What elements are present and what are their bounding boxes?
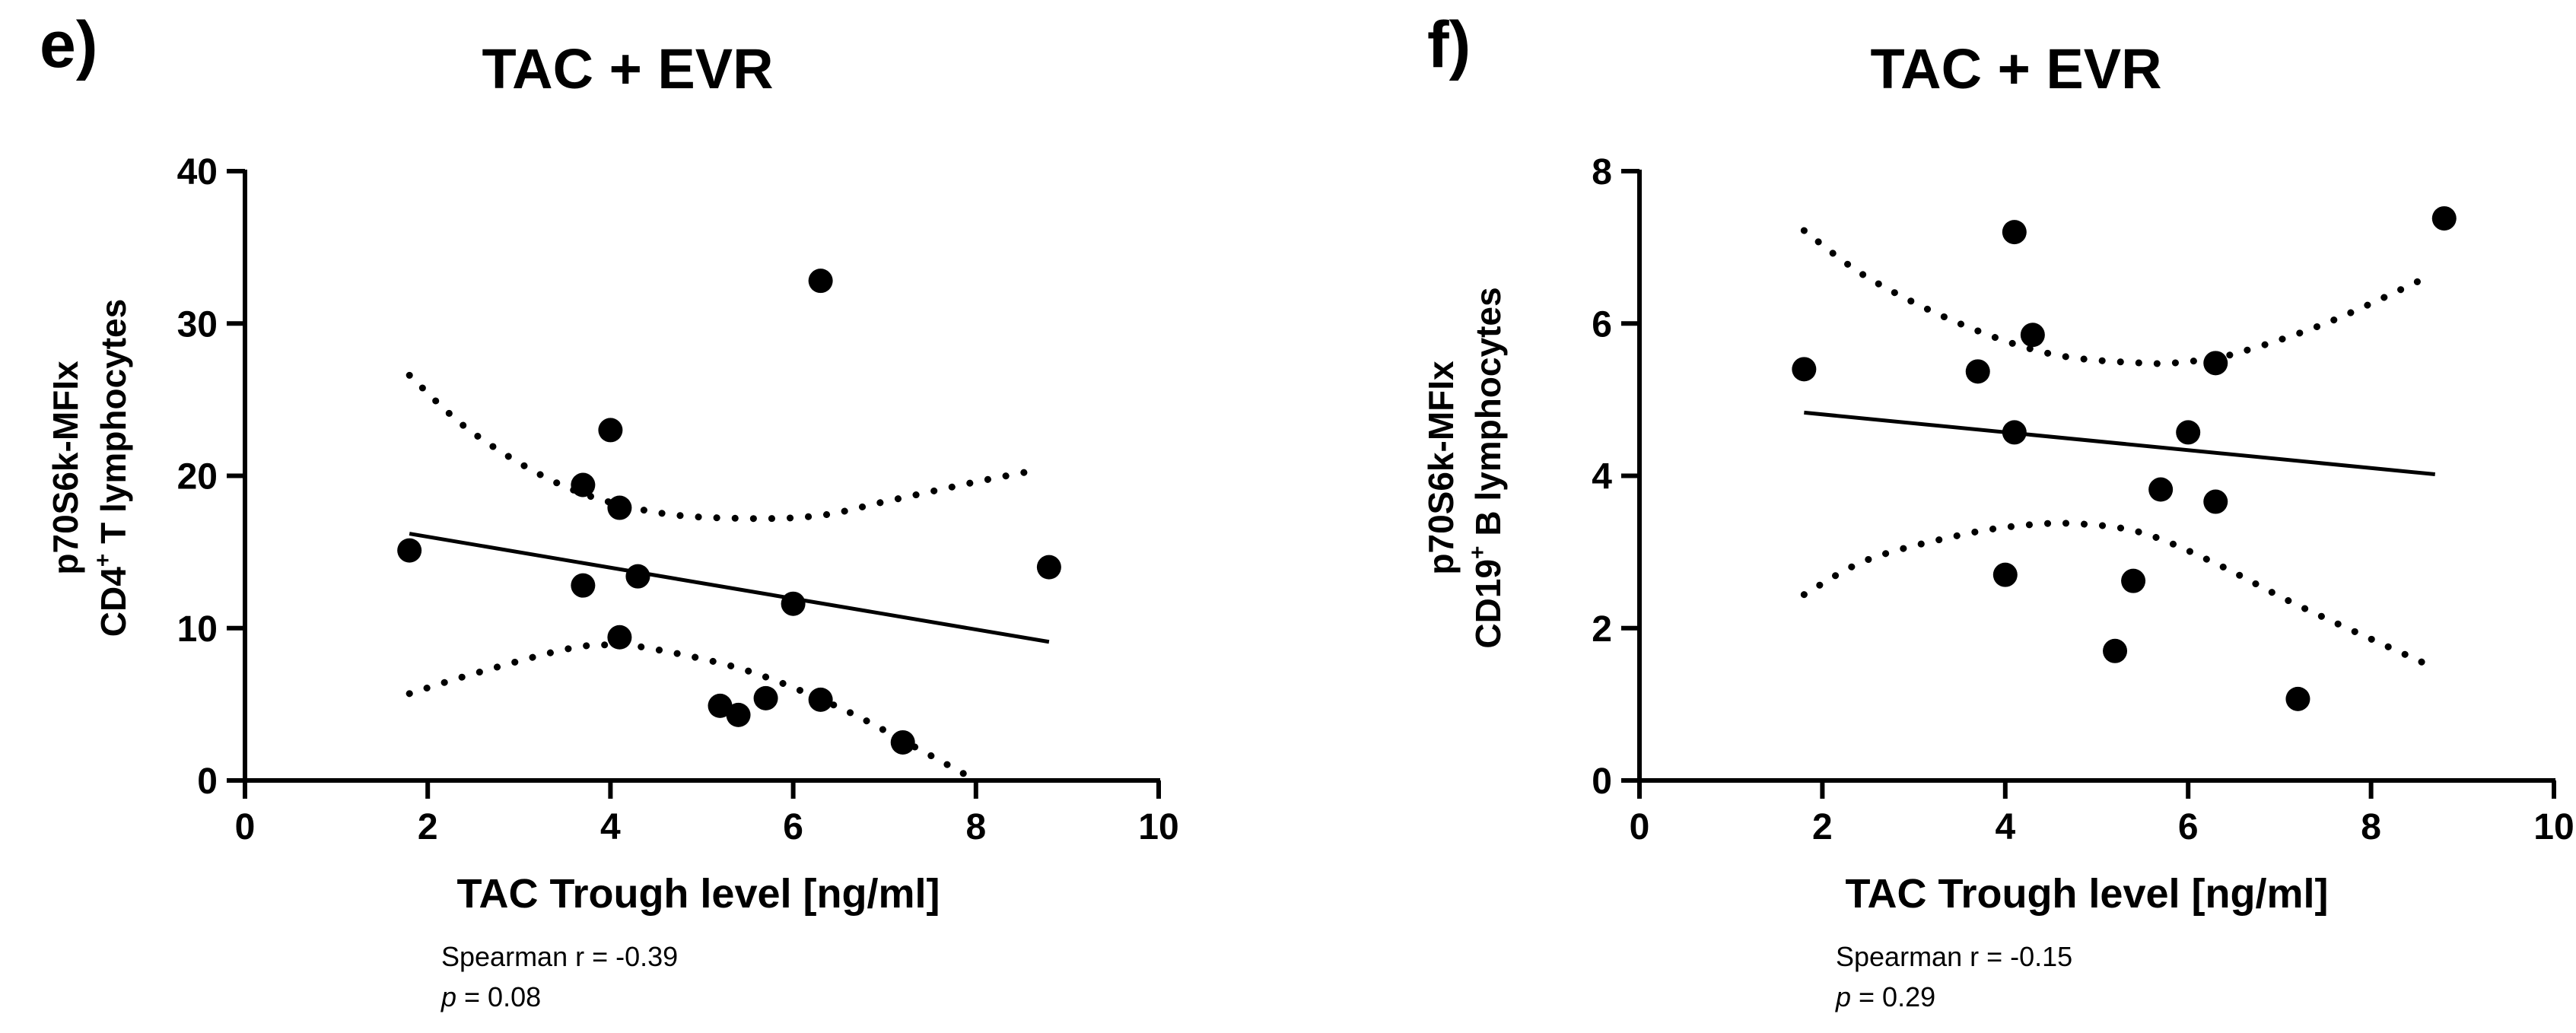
x-tick-label: 2 bbox=[418, 807, 438, 847]
y-tick-label: 4 bbox=[1592, 457, 1612, 497]
y-tick-label: 0 bbox=[1592, 761, 1612, 802]
data-point bbox=[1792, 357, 1817, 382]
y-tick-label: 0 bbox=[197, 761, 218, 802]
x-tick-label: 8 bbox=[965, 807, 986, 847]
spearman-r: Spearman r = -0.15 bbox=[1836, 941, 2072, 972]
confidence-band bbox=[405, 371, 1035, 784]
data-point bbox=[2203, 351, 2228, 376]
y-tick-label: 6 bbox=[1592, 304, 1612, 345]
data-point bbox=[2148, 477, 2174, 502]
y-axis-title-line2: CD19+ B lymphocytes bbox=[1465, 287, 1508, 648]
x-tick-label: 8 bbox=[2361, 807, 2381, 847]
p-value-label: p bbox=[440, 981, 456, 1012]
y-axis-title-line1: p70S6k-MFIx bbox=[1421, 361, 1461, 575]
axes: 0 10 20 30 40 0 2 4 6 8 10 bbox=[177, 152, 1179, 847]
p-value: p = 0.29 bbox=[1835, 981, 1935, 1012]
axes: 0 2 4 6 8 0 2 4 6 8 10 bbox=[1592, 152, 2574, 847]
chart-title: TAC + EVR bbox=[1870, 37, 2161, 100]
data-point bbox=[808, 269, 833, 294]
x-tick-label: 0 bbox=[235, 807, 256, 847]
y-axis-title-sup: + bbox=[1465, 545, 1490, 559]
data-point bbox=[808, 687, 833, 712]
y-axis-title-sup: + bbox=[91, 554, 116, 567]
data-point bbox=[571, 573, 596, 598]
data-point bbox=[726, 702, 751, 727]
x-tick-label: 0 bbox=[1630, 807, 1650, 847]
data-point bbox=[625, 564, 650, 589]
y-axis-title-line2: CD4+ T lymphocytes bbox=[91, 299, 133, 637]
data-point bbox=[2203, 489, 2228, 514]
data-point bbox=[1992, 562, 2018, 587]
p-value-label: p bbox=[1835, 981, 1851, 1012]
regression-line bbox=[409, 532, 1050, 644]
data-point bbox=[2002, 420, 2027, 445]
y-tick-label: 2 bbox=[1592, 609, 1612, 650]
regression-line-segment bbox=[1804, 410, 2435, 476]
x-tick-label: 6 bbox=[783, 807, 803, 847]
data-point bbox=[1965, 359, 1990, 384]
data-point bbox=[607, 625, 632, 650]
y-tick-label: 8 bbox=[1592, 152, 1612, 192]
p-value-number: = 0.29 bbox=[1851, 981, 1935, 1012]
data-point bbox=[708, 693, 733, 718]
data-point bbox=[397, 538, 422, 563]
y-axis-title-cell: B lymphocytes bbox=[1468, 287, 1508, 545]
chart-panel-e: e) TAC + EVR p70S6k-MFIx CD4+ T lymphocy… bbox=[40, 8, 1179, 1012]
y-tick-label: 20 bbox=[177, 457, 218, 497]
ci-lower-curve bbox=[405, 641, 980, 784]
x-axis-title: TAC Trough level [ng/ml] bbox=[456, 871, 940, 917]
data-point bbox=[2121, 568, 2146, 593]
data-point bbox=[1036, 555, 1061, 580]
ci-upper-curve bbox=[405, 371, 1035, 523]
y-axis-title-marker: CD4 bbox=[94, 567, 133, 637]
data-points bbox=[397, 269, 1061, 755]
y-tick-label: 40 bbox=[177, 152, 218, 192]
x-tick-label: 2 bbox=[1812, 807, 1833, 847]
data-point bbox=[890, 729, 915, 755]
y-axis-title-marker: CD19 bbox=[1468, 559, 1508, 649]
y-tick-label: 30 bbox=[177, 304, 218, 345]
regression-line-segment bbox=[409, 532, 1050, 644]
data-point bbox=[2103, 638, 2128, 663]
data-point bbox=[2002, 220, 2027, 245]
ci-upper-curve bbox=[1800, 227, 2430, 367]
y-axis-title-cell: T lymphocytes bbox=[94, 299, 133, 554]
x-axis-title: TAC Trough level [ng/ml] bbox=[1845, 871, 2328, 917]
regression-line bbox=[1804, 410, 2435, 476]
chart-panel-f: f) TAC + EVR p70S6k-MFIx CD19+ B lymphoc… bbox=[1421, 8, 2574, 1012]
data-point bbox=[781, 591, 806, 616]
data-point bbox=[2020, 323, 2045, 348]
p-value: p = 0.08 bbox=[440, 981, 541, 1012]
data-point bbox=[607, 495, 632, 520]
panel-label: f) bbox=[1427, 8, 1471, 81]
ci-lower-curve bbox=[1800, 520, 2430, 668]
data-point bbox=[2176, 420, 2201, 445]
data-point bbox=[753, 685, 778, 710]
chart-title: TAC + EVR bbox=[482, 37, 773, 100]
data-point bbox=[2431, 206, 2457, 231]
spearman-r: Spearman r = -0.39 bbox=[441, 941, 678, 972]
data-point bbox=[571, 472, 596, 497]
data-point bbox=[598, 418, 623, 443]
x-tick-label: 4 bbox=[1995, 807, 2015, 847]
x-tick-label: 4 bbox=[600, 807, 621, 847]
p-value-number: = 0.08 bbox=[456, 981, 541, 1012]
x-tick-label: 10 bbox=[2533, 807, 2574, 847]
data-point bbox=[2285, 686, 2310, 711]
confidence-band bbox=[1800, 227, 2430, 668]
data-points bbox=[1792, 206, 2457, 711]
x-tick-label: 10 bbox=[1138, 807, 1178, 847]
panel-label: e) bbox=[40, 8, 97, 81]
y-axis-title-line1: p70S6k-MFIx bbox=[46, 361, 85, 575]
x-tick-label: 6 bbox=[2178, 807, 2199, 847]
y-tick-label: 10 bbox=[177, 609, 218, 650]
